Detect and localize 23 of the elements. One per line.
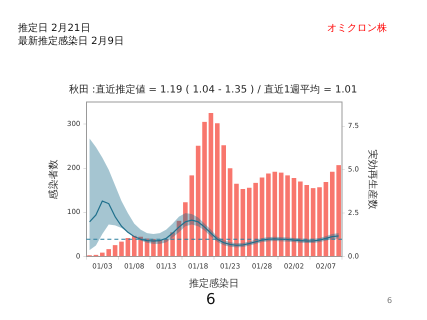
- bar: [336, 165, 341, 256]
- x-axis-title: 推定感染日: [189, 278, 240, 290]
- text: 6: [206, 290, 216, 308]
- bar: [221, 145, 226, 256]
- bar: [158, 240, 162, 256]
- bar: [100, 252, 105, 256]
- bar: [132, 236, 137, 256]
- text: 最新推定感染日 2月9日: [18, 34, 124, 48]
- bar: [164, 238, 169, 256]
- y2-axis-title: 実効再生産数: [366, 149, 378, 210]
- y-axis-title: 感染者数: [48, 159, 60, 200]
- bar: [330, 172, 335, 256]
- bar: [278, 172, 284, 256]
- bar: [106, 249, 112, 256]
- text: 6: [387, 296, 392, 305]
- bar: [246, 188, 252, 256]
- bar: [304, 185, 310, 256]
- text: 推定日 2月21日: [18, 22, 90, 35]
- bar: [189, 175, 194, 256]
- bar: [215, 123, 220, 256]
- bar: [272, 172, 278, 256]
- text: オミクロン株: [327, 22, 387, 35]
- chart-title: 秋田 :直近推定値 = 1.19 ( 1.04 - 1.35 ) / 直近1週平均 = 1.01: [68, 84, 358, 96]
